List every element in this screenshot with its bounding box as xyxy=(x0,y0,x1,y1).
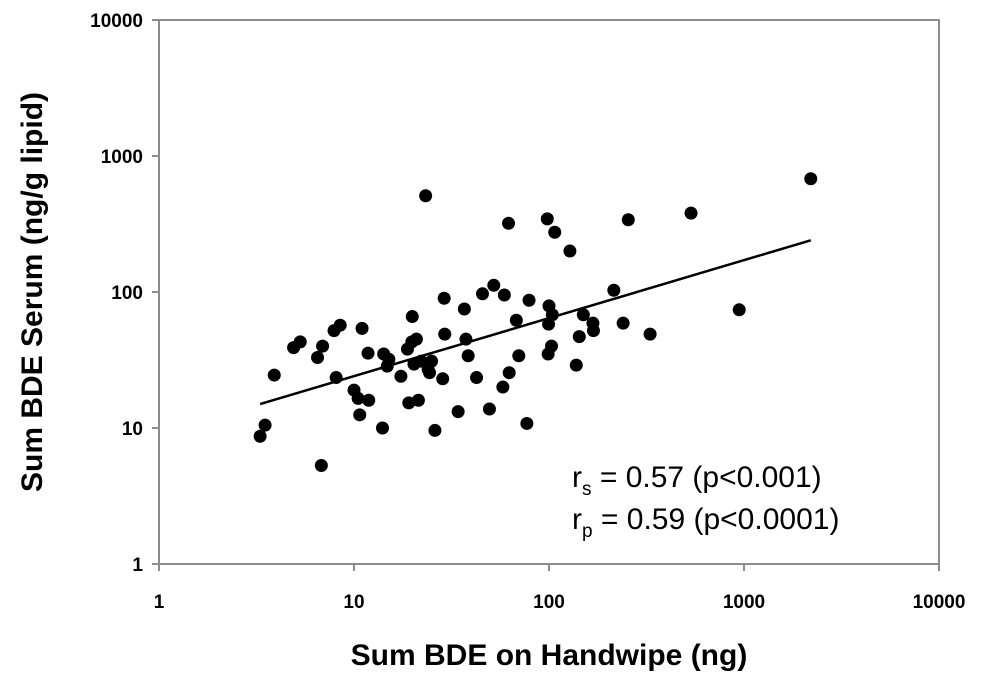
data-point xyxy=(436,372,450,386)
data-point xyxy=(607,283,621,297)
y-tick-label: 10 xyxy=(122,419,143,440)
data-point xyxy=(333,318,347,332)
spearman-subscript: s xyxy=(582,479,592,500)
spearman-annotation: rs = 0.57 (p<0.001) xyxy=(572,461,822,500)
data-point xyxy=(732,303,746,317)
data-point xyxy=(409,332,423,346)
data-point xyxy=(316,339,330,353)
data-point xyxy=(684,206,698,220)
data-point xyxy=(522,293,536,307)
data-point xyxy=(569,358,583,372)
x-tick-label: 1 xyxy=(154,592,165,613)
data-point xyxy=(457,302,471,316)
data-point xyxy=(512,349,526,363)
data-point xyxy=(470,371,484,385)
data-point xyxy=(361,346,375,360)
pearson-r-symbol: r xyxy=(572,503,582,536)
data-point xyxy=(353,408,367,422)
data-point xyxy=(258,418,272,432)
data-point xyxy=(355,321,369,335)
data-point xyxy=(475,287,489,301)
y-tick-label: 10000 xyxy=(90,11,143,32)
x-tick-label: 10000 xyxy=(913,592,966,613)
data-point xyxy=(437,291,451,305)
y-tick-labels: 1 10 100 1000 10000 xyxy=(90,11,143,576)
data-point xyxy=(405,310,419,324)
data-point xyxy=(545,339,559,353)
data-point xyxy=(586,324,600,338)
spearman-value: = 0.57 (p<0.001) xyxy=(592,461,822,494)
tick-marks xyxy=(152,19,940,571)
data-point xyxy=(563,244,577,258)
data-point xyxy=(616,316,630,330)
x-tick-label: 100 xyxy=(533,592,565,613)
data-point xyxy=(411,393,425,407)
data-point xyxy=(482,402,496,416)
data-point xyxy=(621,213,635,227)
data-point xyxy=(375,421,389,435)
data-point xyxy=(394,369,408,383)
data-point xyxy=(509,313,523,327)
data-point xyxy=(438,327,452,341)
data-point xyxy=(423,366,437,380)
data-point xyxy=(428,423,442,437)
x-tick-label: 1000 xyxy=(723,592,765,613)
data-point xyxy=(520,416,534,430)
pearson-annotation: rp = 0.59 (p<0.0001) xyxy=(572,503,839,542)
data-point xyxy=(548,225,562,239)
data-point xyxy=(502,366,516,380)
data-point xyxy=(496,380,510,394)
data-points xyxy=(253,172,818,472)
plot-area-frame xyxy=(158,19,940,565)
data-point xyxy=(502,216,516,230)
data-point xyxy=(362,393,376,407)
data-point xyxy=(451,405,465,419)
data-point xyxy=(419,189,433,203)
data-point xyxy=(351,391,365,405)
y-tick-label: 100 xyxy=(111,283,143,304)
data-point xyxy=(461,349,475,363)
data-point xyxy=(643,327,657,341)
data-point xyxy=(497,288,511,302)
y-tick-label: 1 xyxy=(132,555,143,576)
y-tick-label: 1000 xyxy=(101,147,143,168)
pearson-subscript: p xyxy=(582,521,593,542)
pearson-value: = 0.59 (p<0.0001) xyxy=(593,503,840,536)
y-axis-title: Sum BDE Serum (ng/g lipid) xyxy=(16,92,49,492)
data-point xyxy=(487,278,501,292)
data-point xyxy=(267,368,281,382)
data-point xyxy=(382,352,396,366)
x-tick-label: 10 xyxy=(343,592,364,613)
data-point xyxy=(572,330,586,344)
trendline xyxy=(259,239,812,406)
data-point xyxy=(540,212,554,226)
data-point xyxy=(293,335,307,349)
data-point xyxy=(576,308,590,322)
data-point xyxy=(253,429,267,443)
data-point xyxy=(311,350,325,364)
data-point xyxy=(804,172,818,186)
data-point xyxy=(425,354,439,368)
data-point xyxy=(314,458,328,472)
x-axis-title: Sum BDE on Handwipe (ng) xyxy=(351,639,748,672)
spearman-r-symbol: r xyxy=(572,461,582,494)
x-tick-labels: 1 10 100 1000 10000 xyxy=(154,592,966,613)
